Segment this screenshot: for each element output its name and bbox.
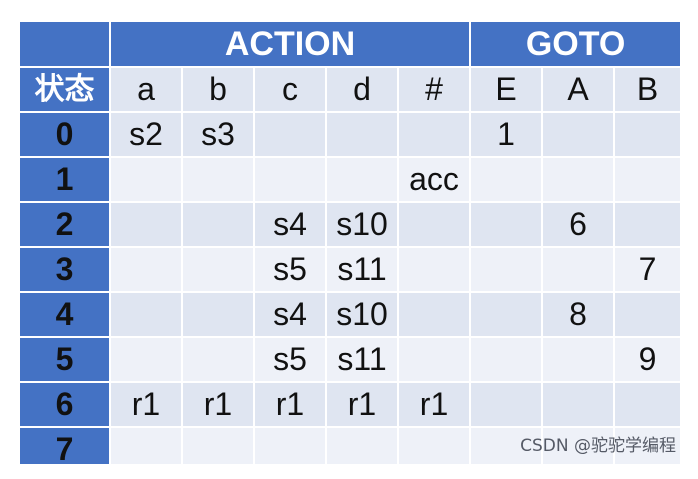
column-header: B bbox=[613, 66, 680, 113]
table-cell: 7 bbox=[613, 246, 680, 293]
table-row: 0 s2 s3 1 bbox=[18, 111, 680, 158]
table-cell bbox=[253, 426, 327, 464]
table-cell bbox=[181, 426, 255, 464]
table-cell: s5 bbox=[253, 246, 327, 293]
table-cell: 1 bbox=[469, 111, 544, 158]
goto-group-header: GOTO bbox=[469, 20, 680, 68]
table-row: 3 s5 s11 7 bbox=[18, 246, 680, 293]
column-header-row: 状态 a b c d # E A B bbox=[18, 66, 680, 113]
state-cell: 4 bbox=[18, 291, 111, 338]
state-cell: 0 bbox=[18, 111, 111, 158]
state-column-header: 状态 bbox=[18, 66, 111, 113]
column-header: E bbox=[469, 66, 544, 113]
state-cell: 1 bbox=[18, 156, 111, 203]
corner-cell bbox=[18, 20, 111, 68]
table-cell: s2 bbox=[109, 111, 183, 158]
table-cell bbox=[541, 381, 616, 428]
table-cell bbox=[613, 156, 680, 203]
table-cell bbox=[253, 111, 327, 158]
table-cell bbox=[469, 381, 544, 428]
state-cell: 2 bbox=[18, 201, 111, 248]
table-row: 1 acc bbox=[18, 156, 680, 203]
table-cell: 6 bbox=[541, 201, 616, 248]
lr-parse-table: ACTION GOTO 状态 a b c d # E A B 0 s2 s3 1 1 acc 2 s4 s10… bbox=[18, 20, 680, 464]
table-cell: s3 bbox=[181, 111, 255, 158]
table-cell bbox=[469, 156, 544, 203]
table-cell bbox=[469, 201, 544, 248]
state-cell: 6 bbox=[18, 381, 111, 428]
table-cell bbox=[109, 426, 183, 464]
table-cell bbox=[541, 246, 616, 293]
table-cell: r1 bbox=[253, 381, 327, 428]
table-cell: 9 bbox=[613, 336, 680, 383]
table-cell: acc bbox=[396, 156, 472, 203]
table-cell bbox=[613, 291, 680, 338]
table-cell: s4 bbox=[253, 201, 327, 248]
table-cell bbox=[541, 111, 616, 158]
table-row: 5 s5 s11 9 bbox=[18, 336, 680, 383]
table-cell: s11 bbox=[325, 246, 399, 293]
csdn-watermark: CSDN @驼驼学编程 bbox=[520, 436, 676, 456]
column-header: b bbox=[181, 66, 255, 113]
table-cell bbox=[181, 336, 255, 383]
table-cell bbox=[109, 291, 183, 338]
column-header: A bbox=[541, 66, 616, 113]
table-cell bbox=[613, 426, 680, 464]
column-header: c bbox=[253, 66, 327, 113]
table-cell bbox=[325, 156, 399, 203]
table-cell bbox=[109, 246, 183, 293]
state-cell: 5 bbox=[18, 336, 111, 383]
group-header-row: ACTION GOTO bbox=[18, 20, 680, 68]
table-cell: r1 bbox=[325, 381, 399, 428]
table-row: 7 bbox=[18, 426, 680, 464]
table-cell bbox=[469, 291, 544, 338]
column-header: # bbox=[396, 66, 472, 113]
table-cell: s5 bbox=[253, 336, 327, 383]
table-cell bbox=[109, 336, 183, 383]
table-cell bbox=[181, 201, 255, 248]
table-cell: s4 bbox=[253, 291, 327, 338]
table-cell: s11 bbox=[325, 336, 399, 383]
table-cell bbox=[325, 111, 399, 158]
table-cell bbox=[541, 156, 616, 203]
table-cell: s10 bbox=[325, 201, 399, 248]
table-cell bbox=[396, 201, 472, 248]
table-cell bbox=[613, 111, 680, 158]
parse-table-container: ACTION GOTO 状态 a b c d # E A B 0 s2 s3 1 1 acc 2 s4 s10… bbox=[18, 20, 680, 464]
table-cell bbox=[613, 201, 680, 248]
table-row: 2 s4 s10 6 bbox=[18, 201, 680, 248]
table-cell bbox=[109, 201, 183, 248]
table-cell: 8 bbox=[541, 291, 616, 338]
column-header: a bbox=[109, 66, 183, 113]
table-cell: r1 bbox=[109, 381, 183, 428]
table-cell bbox=[396, 426, 472, 464]
table-cell: r1 bbox=[181, 381, 255, 428]
table-cell bbox=[181, 246, 255, 293]
table-cell bbox=[325, 426, 399, 464]
table-cell bbox=[396, 336, 472, 383]
table-cell: s10 bbox=[325, 291, 399, 338]
table-cell bbox=[396, 111, 472, 158]
table-cell: r1 bbox=[396, 381, 472, 428]
column-header: d bbox=[325, 66, 399, 113]
table-row: 6 r1 r1 r1 r1 r1 bbox=[18, 381, 680, 428]
table-cell bbox=[541, 426, 616, 464]
table-cell bbox=[253, 156, 327, 203]
table-cell bbox=[469, 336, 544, 383]
table-cell bbox=[181, 156, 255, 203]
table-cell bbox=[613, 381, 680, 428]
action-group-header: ACTION bbox=[108, 20, 472, 68]
state-cell: 3 bbox=[18, 246, 111, 293]
table-row: 4 s4 s10 8 bbox=[18, 291, 680, 338]
table-cell bbox=[396, 291, 472, 338]
table-cell bbox=[469, 426, 544, 464]
table-cell bbox=[541, 336, 616, 383]
table-cell bbox=[181, 291, 255, 338]
table-cell bbox=[469, 246, 544, 293]
state-cell: 7 bbox=[18, 426, 111, 464]
table-cell bbox=[396, 246, 472, 293]
table-cell bbox=[109, 156, 183, 203]
